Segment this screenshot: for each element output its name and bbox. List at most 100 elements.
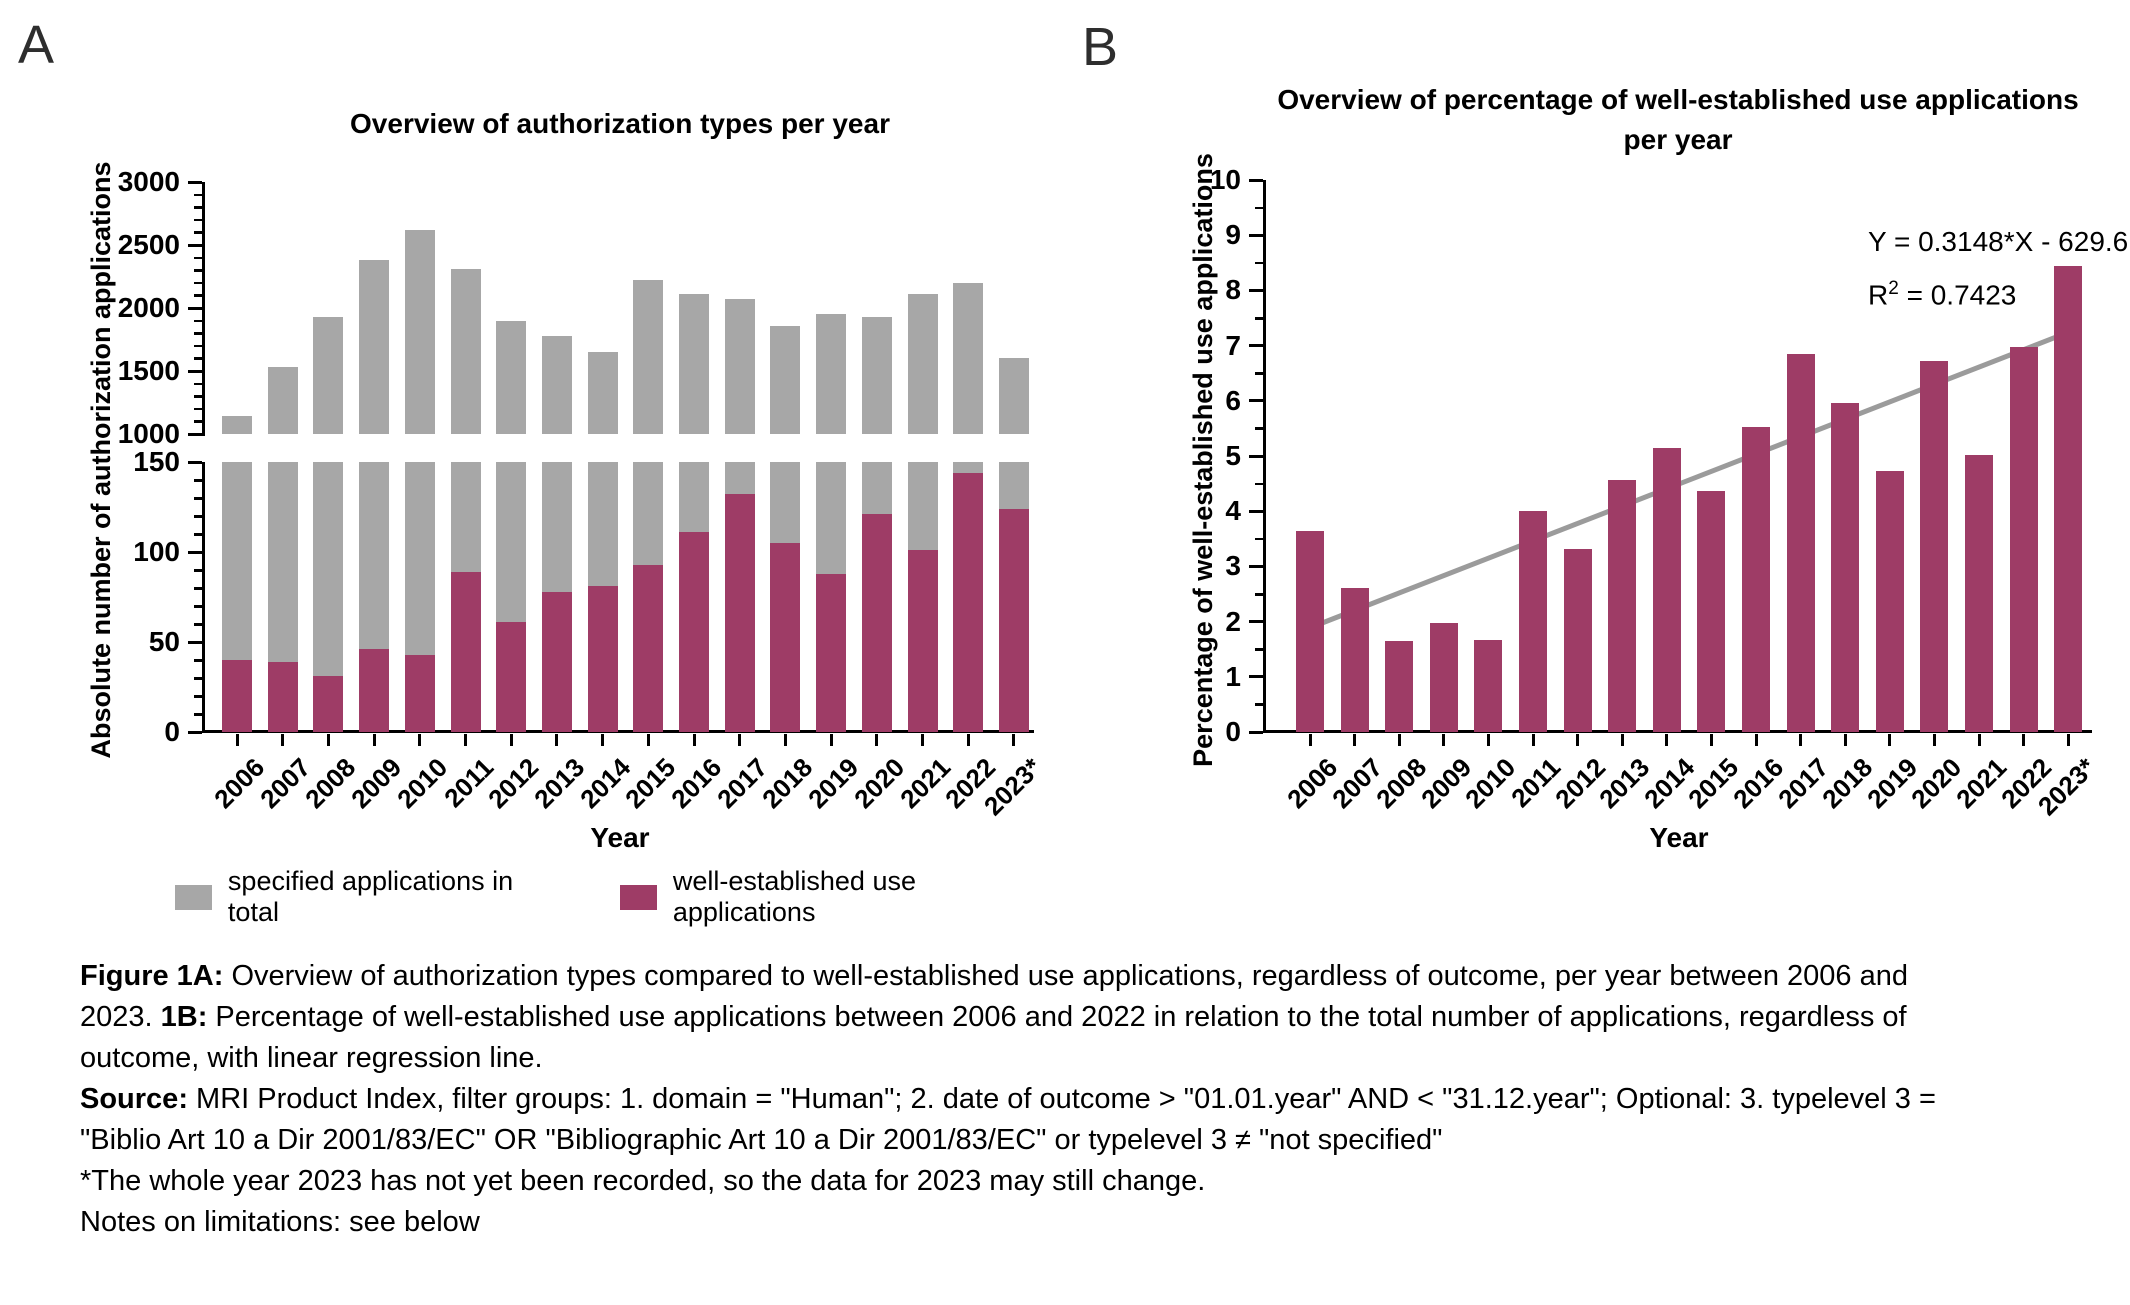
a-x-tick-label: 2019	[802, 752, 865, 815]
legend-item-well-established: well-established use applications	[619, 866, 1055, 928]
a-upper-minor-tick	[194, 357, 202, 360]
a-x-tick	[875, 734, 879, 746]
bar-total-upper	[267, 367, 298, 434]
a-x-tick	[783, 734, 787, 746]
a-upper-minor-tick	[194, 407, 202, 411]
b-x-tick	[1486, 734, 1490, 746]
bar-percentage	[1608, 480, 1637, 732]
a-lower-major-tick	[188, 730, 202, 734]
a-upper-tick-label: 1000	[117, 418, 180, 449]
bar-well-established	[313, 676, 344, 732]
a-lower-minor-tick	[194, 623, 202, 626]
a-upper-tick-label: 3000	[117, 166, 180, 197]
b-x-tick	[1576, 734, 1580, 746]
bar-percentage	[1340, 588, 1369, 732]
b-x-tick	[1843, 734, 1847, 746]
b-x-tick	[2066, 734, 2070, 746]
a-upper-minor-tick	[194, 231, 202, 234]
bar-total-upper	[770, 325, 801, 434]
a-upper-major-tick	[188, 180, 202, 184]
a-x-tick	[418, 734, 422, 746]
a-lower-minor-tick	[194, 533, 202, 536]
a-upper-tick-label: 2500	[117, 229, 180, 260]
a-upper-minor-tick	[194, 206, 202, 209]
caption-text-segment: Percentage of well-established use appli…	[207, 1001, 1907, 1033]
a-x-tick-label: 2010	[390, 752, 454, 815]
b-x-tick	[2022, 734, 2026, 746]
a-x-tick	[829, 734, 833, 746]
bar-total-upper	[998, 358, 1029, 434]
bar-well-established	[679, 532, 709, 732]
bar-well-established	[724, 494, 755, 732]
a-x-tick	[921, 734, 924, 746]
b-major-tick	[1249, 454, 1263, 458]
b-x-tick	[1397, 734, 1401, 746]
a-upper-minor-tick	[194, 256, 202, 260]
b-x-tick	[1353, 734, 1357, 746]
a-lower-minor-tick	[194, 677, 202, 680]
bar-total-upper	[953, 282, 984, 434]
a-x-tick-label: 2020	[847, 752, 911, 815]
r-squared-base: R	[1868, 279, 1889, 311]
a-lower-tick-label: 100	[133, 536, 180, 567]
b-x-tick	[1754, 734, 1758, 746]
caption-text-segment: *The whole year 2023 has not yet been re…	[80, 1165, 1206, 1197]
bar-total-upper	[313, 316, 344, 434]
panel-a-letter: A	[18, 15, 55, 75]
a-x-tick-label: 2009	[345, 752, 408, 815]
a-x-tick	[966, 734, 970, 746]
b-tick-label: 2	[1225, 605, 1241, 637]
b-minor-tick	[1255, 482, 1263, 486]
chart-b-title-line2: per year	[1623, 124, 1733, 155]
b-tick-label: 3	[1225, 550, 1241, 582]
bar-total-upper	[541, 335, 572, 434]
b-minor-tick	[1255, 261, 1263, 265]
a-upper-tick-label: 1500	[117, 355, 180, 386]
b-major-tick	[1249, 233, 1263, 237]
bar-percentage	[1296, 530, 1324, 732]
b-minor-tick	[1255, 648, 1263, 651]
bar-percentage	[1965, 454, 1993, 732]
b-tick-label: 4	[1225, 495, 1241, 527]
caption-text-segment: 2023.	[80, 1001, 161, 1033]
b-tick-label: 7	[1225, 329, 1241, 361]
caption-line: Notes on limitations: see below	[80, 1202, 1936, 1243]
caption-line: Figure 1A: Overview of authorization typ…	[80, 956, 1936, 997]
caption-bold-segment: 1B:	[160, 1001, 208, 1033]
a-upper-major-tick	[188, 432, 202, 436]
bar-total-upper	[679, 294, 709, 434]
a-upper-y-axis-line	[202, 182, 205, 436]
chart-b-x-axis-label: Year	[1649, 822, 1709, 853]
b-x-tick	[1442, 734, 1446, 746]
b-major-tick	[1249, 288, 1263, 292]
bar-total-upper	[359, 260, 390, 434]
b-x-tick	[1932, 734, 1936, 746]
a-upper-minor-tick	[194, 269, 202, 272]
figure-caption: Figure 1A: Overview of authorization typ…	[80, 956, 1936, 1243]
legend-label-specified-total: specified applications in total	[227, 866, 514, 927]
bar-percentage	[1920, 360, 1949, 732]
bar-total-upper	[496, 320, 527, 434]
legend-item-specified-total: specified applications in total	[175, 866, 562, 928]
a-lower-major-tick	[188, 640, 202, 644]
bar-well-established	[222, 660, 252, 732]
a-lower-tick-label: 0	[164, 716, 180, 747]
a-x-tick	[692, 734, 696, 746]
caption-line: "Biblio Art 10 a Dir 2001/83/EC" OR "Bib…	[80, 1120, 1936, 1161]
b-x-tick	[1665, 734, 1669, 746]
bar-well-established	[496, 622, 527, 732]
bar-percentage	[1875, 471, 1904, 732]
bar-percentage	[1563, 549, 1592, 732]
a-x-tick	[372, 734, 376, 746]
a-lower-minor-tick	[194, 713, 202, 716]
b-x-tick	[1977, 734, 1981, 746]
b-x-tick	[1531, 734, 1535, 746]
a-x-tick	[509, 734, 513, 746]
caption-text-segment: MRI Product Index, filter groups: 1. dom…	[187, 1083, 1936, 1115]
bar-well-established	[587, 586, 618, 732]
r-squared-sup: 2	[1888, 278, 1899, 299]
b-major-tick	[1249, 730, 1263, 734]
caption-text-segment: Overview of authorization types compared…	[223, 960, 1908, 992]
a-upper-minor-tick	[194, 344, 202, 348]
